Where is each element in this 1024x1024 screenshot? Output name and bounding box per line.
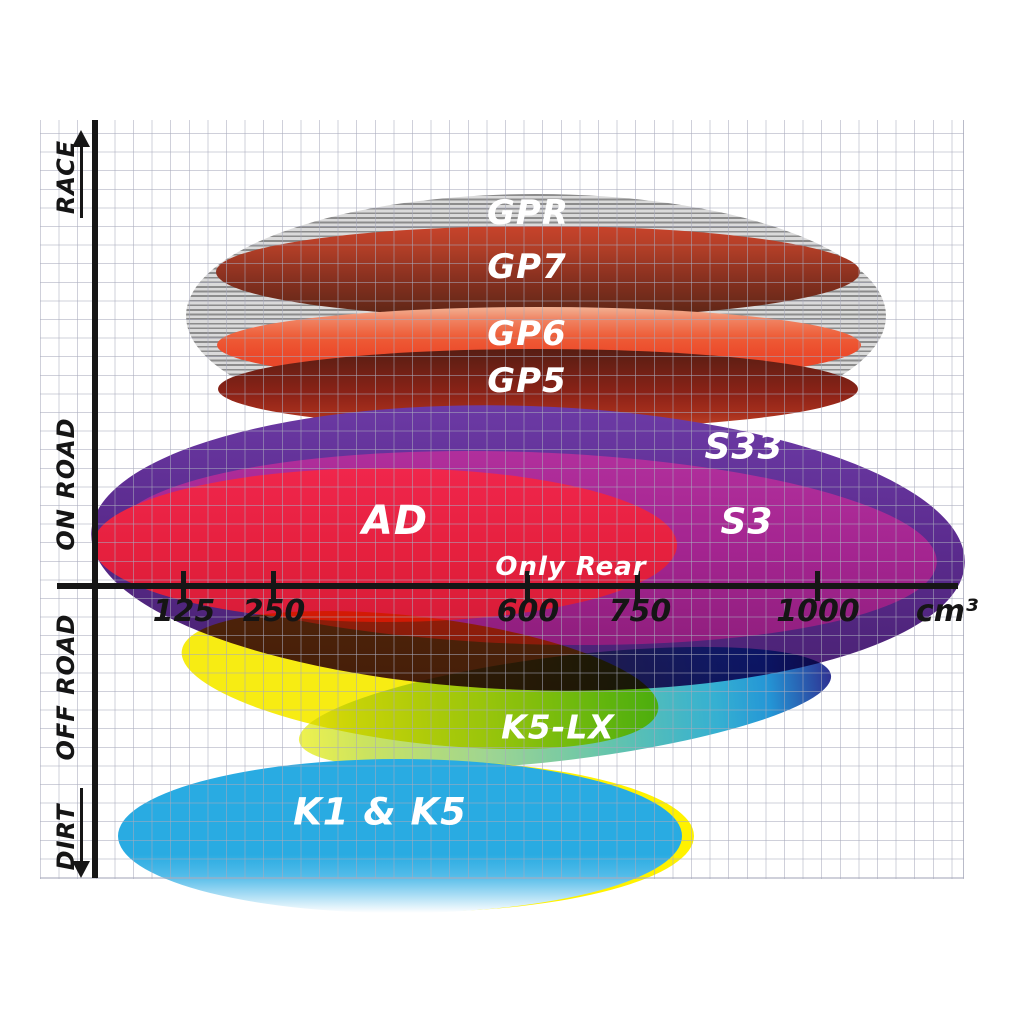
region-label-s33: S33 [704, 426, 784, 468]
y-zone-label-offroad: OFF ROAD [52, 613, 80, 761]
region-k1k5-ellipse [118, 759, 682, 913]
x-tick-600 [525, 571, 530, 601]
y-zone-label-race: RACE [52, 139, 80, 215]
region-label-gp6: GP6 [487, 314, 567, 354]
annotation-only-rear: Only Rear [495, 552, 647, 582]
x-tick-label-750: 750 [608, 594, 672, 629]
region-label-gp5: GP5 [487, 361, 567, 401]
x-tick-label-250: 250 [242, 594, 306, 629]
x-tick-label-1000: 1000 [776, 594, 860, 629]
x-tick-1000 [815, 571, 820, 601]
x-tick-label-125: 125 [152, 594, 216, 629]
x-tick-label-600: 600 [496, 594, 560, 629]
race-arrow-line [80, 146, 83, 218]
race-up-arrow-icon [72, 130, 90, 147]
y-axis-line [92, 120, 98, 878]
region-label-k5lx: K5-LX [501, 707, 615, 747]
region-label-k1k5: K1 & K5 [293, 790, 467, 834]
x-tick-125 [181, 571, 186, 601]
dirt-down-arrow-icon [72, 861, 90, 878]
x-axis-unit-label: cm³ [915, 594, 979, 629]
region-label-gpr: GPR [486, 193, 570, 233]
x-axis-line [57, 583, 958, 589]
y-zone-label-onroad: ON ROAD [52, 417, 80, 551]
x-tick-250 [271, 571, 276, 601]
region-label-s3: S3 [720, 501, 774, 543]
dirt-arrow-line [80, 788, 83, 861]
x-tick-750 [635, 571, 640, 601]
region-label-ad: AD [361, 498, 429, 544]
region-label-gp7: GP7 [487, 247, 567, 287]
